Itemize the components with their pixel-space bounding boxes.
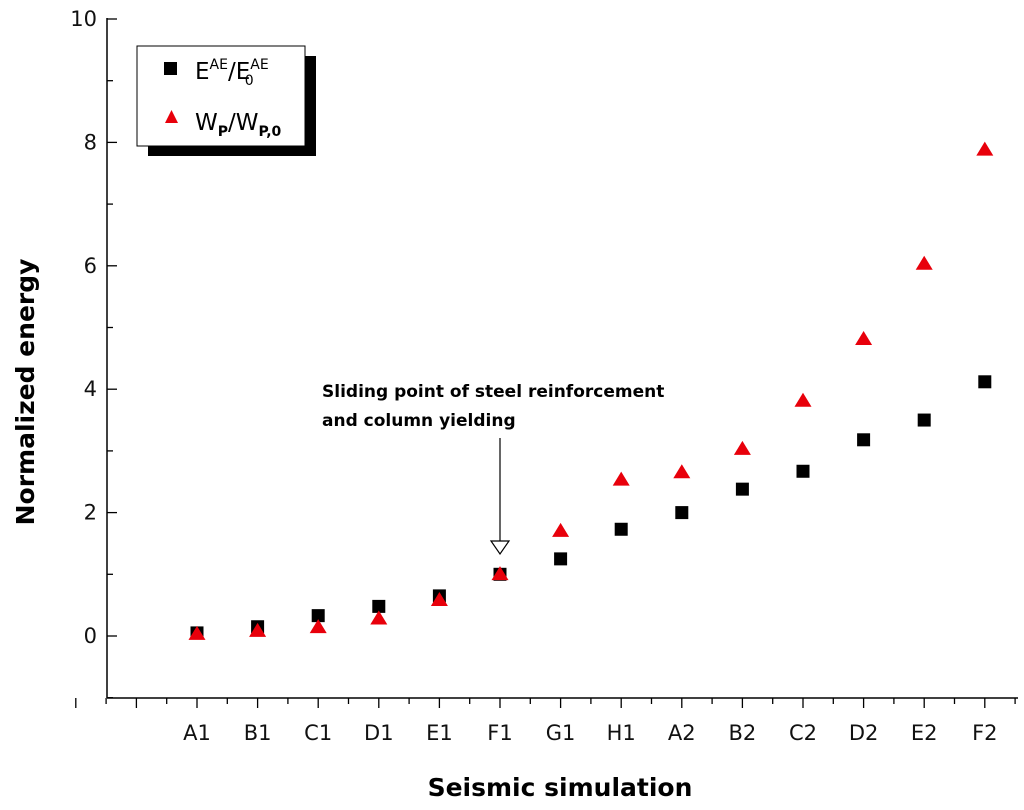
axes [106, 18, 1018, 699]
point-wp-H1 [612, 471, 630, 486]
x-tick-label: C1 [304, 721, 332, 745]
annotation-text-line-2: and column yielding [322, 411, 516, 431]
point-eae-D2 [857, 433, 871, 447]
y-tick-label: 0 [84, 624, 97, 648]
point-wp-C2 [794, 392, 812, 407]
point-wp-F2 [976, 141, 994, 156]
point-eae-D1 [372, 599, 386, 613]
point-eae-A2 [675, 506, 689, 520]
x-tick-label: D1 [364, 721, 394, 745]
point-wp-E1 [430, 591, 448, 606]
x-tick-label: F2 [972, 721, 997, 745]
point-wp-A2 [673, 464, 691, 479]
y-tick-label: 10 [70, 7, 97, 31]
x-tick-label: C2 [789, 721, 817, 745]
x-tick-label: D2 [849, 721, 879, 745]
x-tick-label: F1 [487, 721, 512, 745]
point-eae-C2 [796, 464, 810, 478]
point-wp-D1 [370, 610, 388, 625]
y-tick-label: 6 [84, 254, 97, 278]
point-eae-B2 [735, 482, 749, 496]
point-wp-C1 [309, 619, 327, 634]
x-tick-label: E1 [426, 721, 453, 745]
point-eae-E2 [917, 413, 931, 427]
x-tick-label: E2 [911, 721, 938, 745]
x-tick-label: B1 [244, 721, 272, 745]
y-tick-label: 2 [84, 501, 97, 525]
x-tick-label: G1 [546, 721, 576, 745]
point-wp-G1 [552, 522, 570, 537]
y-tick-label: 4 [84, 377, 97, 401]
x-tick-label: H1 [607, 721, 636, 745]
x-tick-label: A2 [668, 721, 696, 745]
x-axis-title: Seismic simulation [428, 773, 693, 802]
point-eae-G1 [554, 552, 568, 566]
x-tick-label: B2 [729, 721, 757, 745]
point-eae-F2 [978, 375, 992, 389]
point-wp-D2 [855, 330, 873, 345]
legend: EAE/EAE 0 WP/WP,0 [136, 45, 316, 156]
annotation-arrow-head [489, 540, 511, 556]
annotation: Sliding point of steel reinforcement and… [322, 382, 664, 556]
x-ticks: A1 B1 C1 D1 E1 F1 G1 H1 A2 B2 C2 D2 E2 F2 [75, 698, 1016, 745]
y-tick-label: 8 [84, 130, 97, 154]
x-tick-label: A1 [183, 721, 211, 745]
legend-marker-square [164, 62, 177, 75]
point-wp-A1 [188, 625, 206, 640]
data-marks [188, 141, 994, 640]
point-eae-H1 [614, 522, 628, 536]
annotation-text-line-1: Sliding point of steel reinforcement [322, 382, 664, 402]
point-wp-B2 [733, 440, 751, 455]
legend-label-eae: EAE/EAE 0 [195, 57, 269, 89]
y-axis-title: Normalized energy [11, 259, 40, 526]
point-wp-E2 [915, 255, 933, 270]
y-ticks: 0 2 4 6 8 10 [70, 7, 117, 699]
legend-label-wp: WP/WP,0 [195, 110, 282, 140]
legend-marker-triangle [165, 110, 178, 123]
point-wp-B1 [249, 622, 267, 637]
point-eae-C1 [311, 609, 325, 623]
point-wp-F1 [491, 566, 509, 581]
